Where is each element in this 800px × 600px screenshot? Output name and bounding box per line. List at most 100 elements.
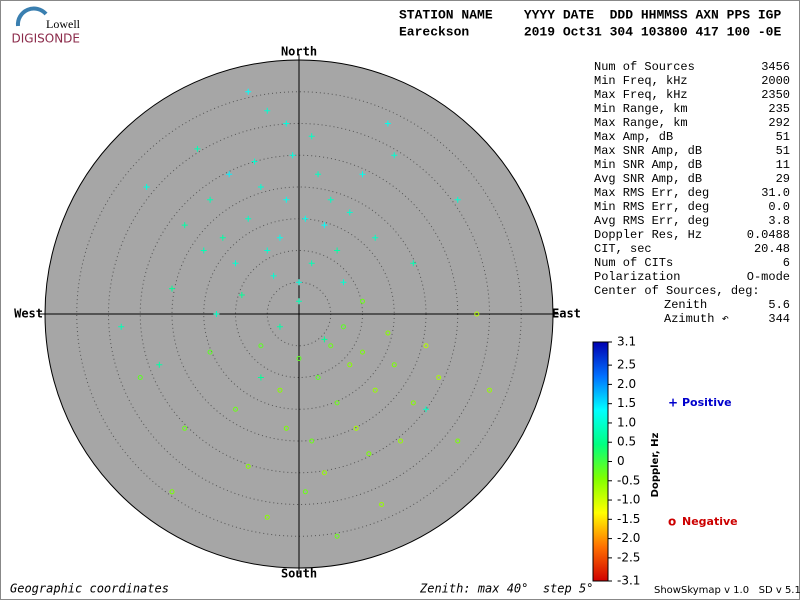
stat-heading: Center of Sources, deg: [594,284,760,298]
source-positive [257,374,264,381]
source-negative [334,533,340,539]
source-positive [321,222,328,229]
stat-label: Min Freq, kHz [594,74,688,88]
source-positive [232,260,239,267]
colorbar-tick-label: 0 [617,454,625,468]
source-positive [296,298,302,305]
source-negative [379,502,385,507]
source-positive [245,88,252,95]
stat-value: 51 [776,144,790,158]
source-positive [226,171,233,178]
source-positive [321,336,328,343]
source-positive [302,215,309,222]
stat-value: 20.48 [754,242,790,256]
source-negative [474,311,480,317]
legend-label: Negative [682,515,738,528]
stat-label: Max Range, km [594,116,688,130]
source-negative [182,425,188,431]
source-positive [213,311,220,317]
stat-label: Num of CITs [594,256,673,270]
source-positive [327,196,334,203]
source-positive [289,152,296,159]
source-positive [276,323,283,330]
stat-value: 6 [783,256,790,270]
source-negative [353,425,359,431]
colorbar-tick-label: 2.0 [617,377,636,391]
source-positive [143,184,150,190]
colorbar-tick-label: -1.5 [617,512,640,526]
logo-swoosh [15,6,48,27]
direction-west: West [14,307,43,321]
header-columns: STATION NAME YYYY DATE DDD HHMMSS AXN PP… [399,7,781,22]
source-negative [410,400,416,406]
source-negative [340,324,346,330]
colorbar-label: Doppler, Hz [650,433,661,498]
source-negative [360,298,365,304]
source-positive [283,120,290,127]
source-negative [347,362,353,368]
stat-label: Max SNR Amp, dB [594,144,702,158]
source-negative [245,463,251,469]
direction-south: South [281,567,317,581]
colorbar-tick-label: -1.0 [617,493,640,507]
stat-label: Num of Sources [594,60,695,74]
source-positive [315,171,322,178]
stat-value: 5.6 [768,298,790,312]
source-negative [360,349,365,355]
colorbar-tick-label: -0.5 [617,473,640,487]
source-positive [308,133,315,140]
colorbar-tick-label: -2.0 [617,531,640,545]
source-positive [410,260,417,267]
stat-label: CIT, sec [594,242,652,256]
source-positive [454,196,461,203]
source-negative [334,400,340,406]
stat-value: 0.0488 [747,228,790,242]
stat-value: 344 [768,312,790,326]
source-negative [283,425,289,431]
source-positive [346,209,353,216]
source-negative [137,375,143,380]
source-positive [219,234,226,241]
source-negative [309,438,315,444]
source-positive [264,247,271,254]
source-negative [296,355,302,361]
source-negative [258,343,264,349]
source-positive [334,247,341,254]
footer-coordinates: Geographic coordinates [10,582,169,596]
colorbar-tick-label: 0.5 [617,435,636,449]
stat-value: 0.0 [768,200,790,214]
source-positive [270,272,277,279]
source-positive [251,158,258,165]
stat-label: Max RMS Err, deg [594,186,709,200]
direction-east: East [552,307,581,321]
source-negative [302,489,308,495]
source-positive [194,145,201,152]
stat-value: O-mode [747,270,790,284]
source-negative [372,387,378,393]
stat-label: Azimuth ↶ [664,312,729,326]
source-negative [277,387,283,393]
source-positive [308,260,315,267]
source-negative [398,438,404,444]
stat-label: Min SNR Amp, dB [594,158,702,172]
stat-label: Zenith [664,298,707,312]
stat-label: Min Range, km [594,102,688,116]
logo-bottom: DIGISONDE [12,32,80,46]
source-negative [366,451,372,457]
source-negative [315,375,321,380]
source-positive [384,120,391,127]
source-negative [169,489,175,495]
direction-north: North [281,45,317,59]
stat-label: Max Freq, kHz [594,88,688,102]
source-positive [156,361,163,368]
stat-label: Polarization [594,270,680,284]
source-negative [423,343,429,349]
source-positive [264,107,271,114]
legend-label: Positive [682,396,732,409]
stat-value: 31.0 [761,186,790,200]
source-positive [257,184,264,190]
colorbar-tick-label: -2.5 [617,550,640,564]
source-positive [391,152,398,159]
source-negative [264,514,270,520]
